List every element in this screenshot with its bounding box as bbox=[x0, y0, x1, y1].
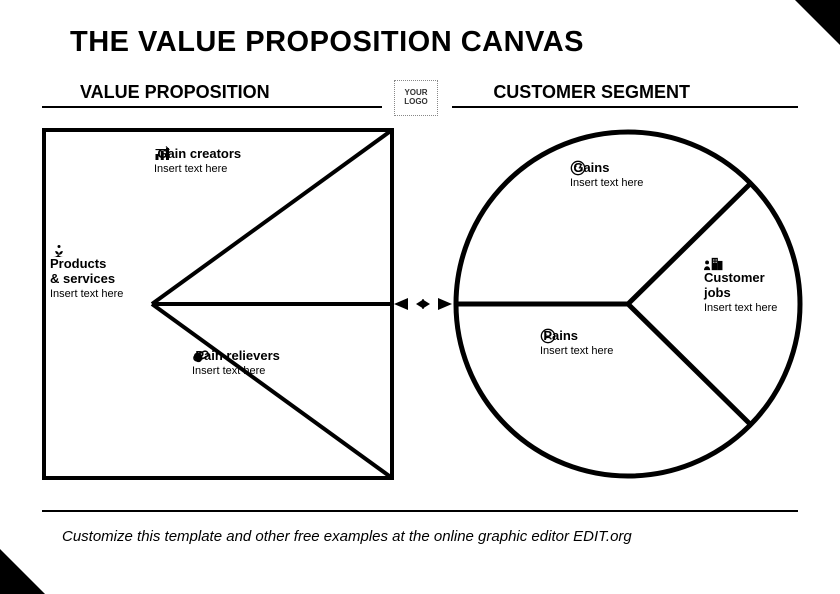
segment-gain-creators[interactable]: Gain creators Insert text here bbox=[154, 146, 241, 175]
page-title: THE VALUE PROPOSITION CANVAS bbox=[70, 26, 584, 59]
footer-text: Customize this template and other free e… bbox=[62, 528, 632, 545]
value-proposition-square: Products & services Insert text here Gai… bbox=[42, 128, 394, 480]
products-services-label: Products & services bbox=[50, 256, 150, 286]
segment-gains[interactable]: Gains Insert text here bbox=[570, 160, 643, 189]
footer-divider bbox=[42, 510, 798, 512]
segment-customer-jobs[interactable]: Customer jobs Insert text here bbox=[704, 256, 794, 314]
gain-creators-placeholder: Insert text here bbox=[154, 163, 241, 175]
logo-placeholder[interactable]: YOUR LOGO bbox=[394, 80, 438, 116]
pains-placeholder: Insert text here bbox=[540, 345, 613, 357]
section-title-left: VALUE PROPOSITION bbox=[80, 82, 270, 103]
corner-decoration-top-right bbox=[795, 0, 840, 45]
square-svg bbox=[42, 128, 394, 480]
customer-jobs-placeholder: Insert text here bbox=[704, 302, 794, 314]
gains-placeholder: Insert text here bbox=[570, 177, 643, 189]
connector-arrows bbox=[394, 296, 452, 312]
section-title-right: CUSTOMER SEGMENT bbox=[493, 82, 690, 103]
segment-pain-relievers[interactable]: Pain relievers Insert text here bbox=[192, 348, 280, 377]
corner-decoration-bottom-left bbox=[0, 549, 45, 594]
logo-placeholder-text: YOUR LOGO bbox=[404, 89, 428, 107]
products-services-placeholder: Insert text here bbox=[50, 288, 150, 300]
customer-segment-circle: Gains Insert text here Pains Insert text… bbox=[452, 128, 804, 480]
segment-pains[interactable]: Pains Insert text here bbox=[540, 328, 613, 357]
divider-right bbox=[452, 106, 798, 108]
customer-jobs-label: Customer jobs bbox=[704, 270, 794, 300]
divider-left bbox=[42, 106, 382, 108]
pain-relievers-placeholder: Insert text here bbox=[192, 365, 280, 377]
segment-products-services[interactable]: Products & services Insert text here bbox=[50, 242, 150, 300]
